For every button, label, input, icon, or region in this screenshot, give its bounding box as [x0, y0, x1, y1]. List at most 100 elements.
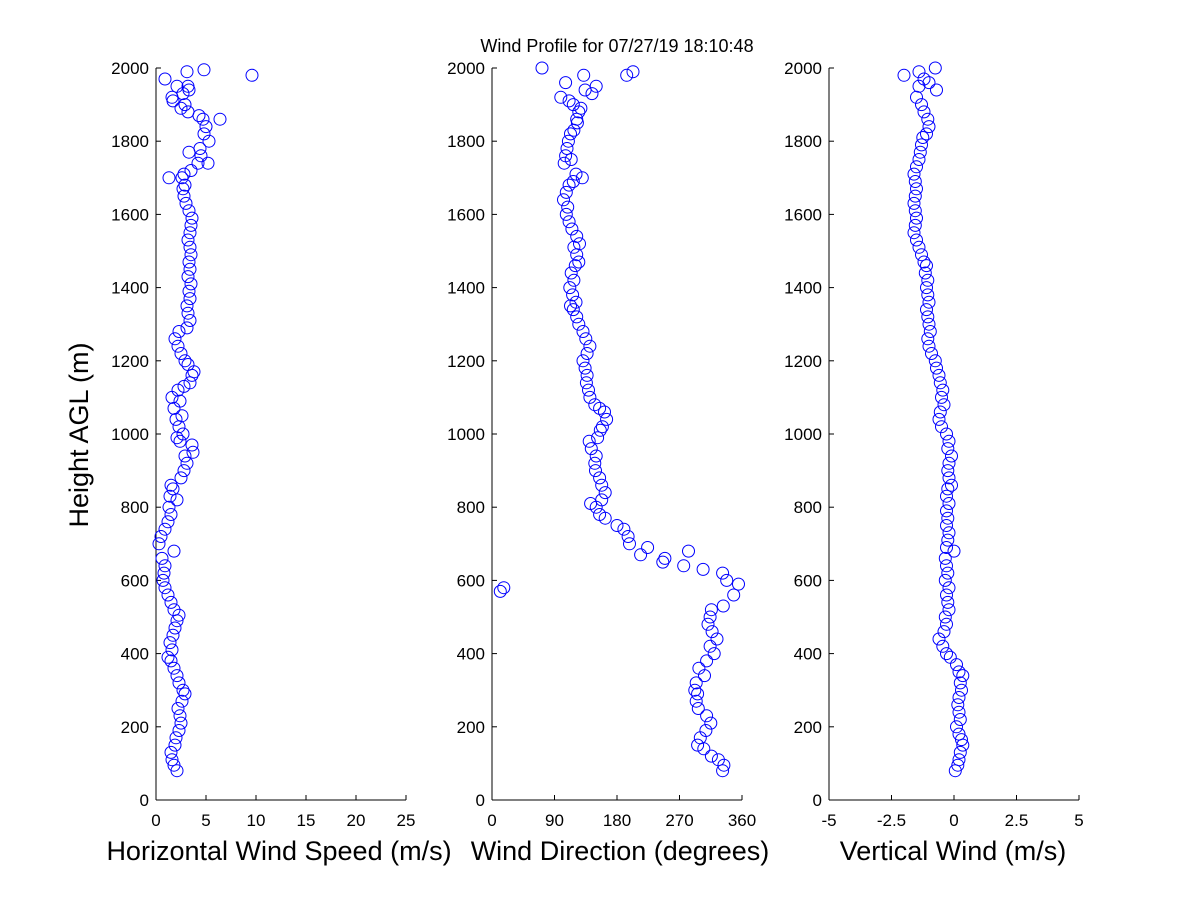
data-point	[940, 617, 953, 631]
data-point	[925, 347, 938, 360]
data-point	[937, 625, 951, 639]
data-point	[922, 339, 936, 353]
data-point	[940, 588, 953, 602]
data-point	[922, 120, 936, 134]
data-point	[691, 687, 705, 701]
data-point	[181, 306, 195, 320]
data-point	[705, 625, 719, 639]
data-point	[564, 127, 577, 141]
figure-title: Wind Profile for 07/27/19 18:10:48	[480, 36, 753, 56]
data-point	[617, 522, 631, 536]
data-point	[155, 551, 169, 565]
data-point	[194, 149, 208, 163]
data-point	[183, 262, 197, 276]
data-point	[940, 647, 953, 661]
data-point	[610, 519, 624, 532]
data-point	[177, 464, 191, 478]
data-point	[580, 347, 594, 360]
data-point	[196, 112, 210, 126]
data-point	[168, 621, 182, 635]
data-point	[185, 438, 199, 452]
data-point	[569, 167, 583, 181]
data-point	[577, 68, 591, 82]
data-point	[174, 101, 188, 115]
y-tick-label: 600	[794, 571, 822, 590]
data-point	[953, 676, 967, 690]
x-axis-label-speed: Horizontal Wind Speed (m/s)	[106, 836, 451, 866]
y-tick-label: 0	[476, 791, 485, 810]
data-point	[917, 255, 931, 269]
data-point	[570, 248, 584, 262]
data-point	[182, 284, 196, 298]
data-point	[656, 555, 670, 569]
data-point	[493, 584, 507, 598]
data-point	[941, 533, 955, 547]
data-point	[933, 376, 947, 390]
data-point	[952, 705, 966, 719]
data-point	[689, 676, 703, 690]
data-point	[576, 354, 590, 368]
y-tick-label: 1800	[447, 132, 485, 151]
y-tick-label: 1200	[447, 352, 485, 371]
y-tick-label: 1200	[111, 352, 149, 371]
data-point	[913, 145, 927, 159]
data-point	[582, 434, 596, 448]
data-point	[941, 482, 955, 496]
data-point	[173, 709, 187, 723]
data-point	[183, 292, 197, 306]
data-point	[703, 610, 717, 624]
data-point	[908, 218, 922, 232]
data-point	[940, 489, 953, 503]
data-point	[175, 171, 189, 185]
data-point	[181, 105, 195, 119]
data-point	[703, 639, 717, 653]
y-tick-label: 400	[794, 645, 822, 664]
data-point	[910, 182, 923, 196]
data-point	[174, 347, 188, 360]
data-point	[589, 449, 603, 463]
x-tick-label: 20	[347, 811, 366, 830]
data-point	[565, 222, 579, 236]
data-point	[181, 79, 195, 93]
data-point	[559, 185, 573, 199]
data-point	[947, 544, 961, 558]
data-point	[732, 577, 745, 591]
data-point	[163, 636, 177, 650]
data-point	[942, 456, 956, 470]
y-tick-label: 1000	[447, 425, 485, 444]
data-point	[184, 248, 198, 262]
data-point	[178, 178, 192, 192]
data-point	[940, 427, 953, 441]
data-point	[716, 599, 730, 613]
data-point	[921, 112, 935, 126]
data-point	[579, 332, 593, 346]
data-point	[172, 420, 186, 434]
data-point	[178, 98, 192, 112]
data-point	[169, 731, 183, 745]
data-point	[727, 588, 741, 602]
data-point	[716, 764, 730, 778]
data-point	[584, 442, 598, 456]
data-point	[920, 281, 933, 295]
data-point	[561, 200, 575, 214]
data-point	[164, 745, 178, 759]
data-point	[942, 581, 956, 595]
data-point	[175, 409, 189, 423]
x-tick-label: 270	[665, 811, 693, 830]
panel-speed: 0 200 400 600 800 1000 1200 1400 1600 1800 2000 0 5 1…	[111, 59, 415, 830]
data-point	[593, 508, 607, 521]
data-point	[582, 383, 595, 397]
data-point	[170, 669, 184, 683]
data-point	[158, 559, 172, 573]
data-point	[568, 259, 582, 273]
data-point	[176, 427, 190, 441]
y-axis-label: Height AGL (m)	[64, 342, 94, 527]
data-point	[566, 175, 580, 188]
x-tick-label: 360	[728, 811, 756, 830]
data-point	[562, 215, 576, 229]
data-point	[182, 255, 196, 269]
data-point	[570, 229, 584, 243]
data-point	[171, 339, 185, 353]
y-tick-label: 2000	[784, 59, 822, 78]
data-point	[920, 127, 933, 141]
